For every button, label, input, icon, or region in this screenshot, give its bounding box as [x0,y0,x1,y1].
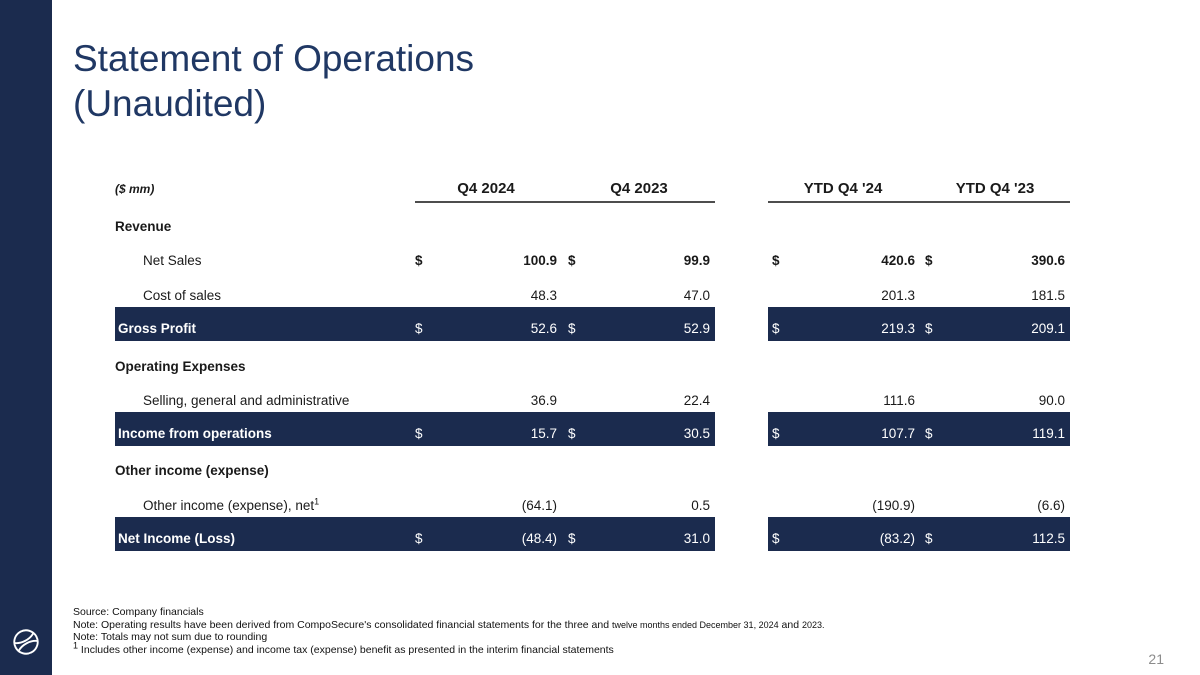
footnote-text-segment: twelve months ended December 31, 2024 [611,619,779,630]
table-row: Net Income (Loss) $ (48.4) $31.0 $ (83.2) $112… [115,517,1070,551]
dollar-sign: $ [415,253,423,268]
cell-value: 219.3 [881,321,915,336]
table-row: Income from operations $15.7 $30.5 $107.7 $1… [115,412,1070,446]
footnote-source: Source: Company financials [73,606,204,618]
footnotes: Source: Company financials Note: Operati… [73,606,824,656]
row-label: Net Income (Loss) [118,531,236,546]
row-label: Other income (expense) [115,463,269,478]
dollar-sign: $ [772,321,780,336]
footnote-rounding: Note: Totals may not sum due to rounding [73,631,268,644]
page-number: 21 [1148,651,1164,667]
footnote-other-income: 1 Includes other income (expense) and in… [73,640,614,656]
table-row: Operating Expenses [115,358,1070,376]
subtotal-highlight-band [115,307,715,341]
dollar-sign: $ [772,253,780,268]
column-header: Q4 2023 [610,180,668,197]
row-label: Selling, general and administrative [143,393,350,408]
cell-value: 420.6 [881,253,915,268]
row-label: Cost of sales [143,288,222,303]
page-title: Statement of Operations (Unaudited) [73,38,475,124]
table-row: Other income (expense), net1 (64.1) 0.5 (19… [115,497,1070,515]
cell-value: (64.1) [521,498,557,513]
composecure-swirl-logo-icon [11,627,41,657]
header-underline-q4-group [415,201,715,203]
table-row: Cost of sales 48.3 47.0 201.3 181.5 [115,287,1070,305]
row-label: Operating Expenses [115,359,246,374]
cell-value: 181.5 [1031,288,1065,303]
cell-value: 111.6 [883,393,915,408]
dollar-sign: $ [772,531,780,546]
footnote-marker: 1 [314,496,320,507]
row-label: Gross Profit [118,321,197,336]
cell-value: (48.4) [521,531,557,546]
subtotal-highlight-band [768,517,1070,551]
subtotal-highlight-band [115,517,715,551]
dollar-sign: $ [568,253,576,268]
dollar-sign: $ [925,426,933,441]
dollar-sign: $ [415,531,423,546]
cell-value: 390.6 [1031,253,1065,268]
cell-value: (190.9) [872,498,915,513]
footnote-text-segment: 2023. [801,619,825,630]
cell-value: (83.2) [879,531,915,546]
footnote-text-segment: Note: Operating results have been derive… [73,618,612,631]
row-label: Income from operations [118,426,272,441]
cell-value: 90.0 [1038,393,1065,408]
dollar-sign: $ [568,321,576,336]
dollar-sign: $ [568,531,576,546]
dollar-sign: $ [925,321,933,336]
cell-value: 0.5 [691,498,710,513]
cell-value: 30.5 [683,426,710,441]
dollar-sign: $ [568,426,576,441]
dollar-sign: $ [925,531,933,546]
cell-value: (6.6) [1037,498,1065,513]
table-row: Gross Profit $52.6 $52.9 $219.3 $209.1 [115,307,1070,341]
cell-value: 107.7 [881,426,915,441]
cell-value: 52.9 [683,321,710,336]
cell-value: 201.3 [881,288,915,303]
footnote-text-segment: and [778,618,802,631]
subtotal-highlight-band [768,412,1070,446]
cell-value: 99.9 [683,253,710,268]
column-header: Q4 2024 [457,180,515,197]
cell-value: 52.6 [530,321,557,336]
table-row: Net Sales $100.9 $99.9 $420.6 $390.6 [115,252,1070,270]
dollar-sign: $ [925,253,933,268]
statement-of-operations-table: ($ mm) Q4 2024 Q4 2023 YTD Q4 '24 YTD Q4 '2… [115,178,1070,563]
subtotal-highlight-band [768,307,1070,341]
cell-value: 100.9 [523,253,557,268]
unit-label: ($ mm) [115,182,155,196]
cell-value: 22.4 [683,393,710,408]
cell-value: 48.3 [530,288,557,303]
header-underline-ytd-group [768,201,1070,203]
table-row: Selling, general and administrative 36.9 2… [115,392,1070,410]
table-row: Revenue [115,218,1070,236]
cell-value: 47.0 [683,288,710,303]
subtotal-highlight-band [115,412,715,446]
dollar-sign: $ [415,321,423,336]
row-label: Revenue [115,219,172,234]
column-header: YTD Q4 '23 [955,180,1035,197]
cell-value: 31.0 [683,531,710,546]
cell-value: 15.7 [530,426,557,441]
footnote-derived: Note: Operating results have been derive… [73,619,824,632]
row-label: Other income (expense), net1 [143,496,320,513]
dollar-sign: $ [415,426,423,441]
cell-value: 36.9 [530,393,557,408]
cell-value: 209.1 [1031,321,1065,336]
row-label: Net Sales [143,253,202,268]
column-header: YTD Q4 '24 [803,180,883,197]
cell-value: 119.1 [1032,426,1065,441]
dollar-sign: $ [772,426,780,441]
cell-value: 112.5 [1032,531,1065,546]
left-accent-bar [0,0,52,675]
table-row: Other income (expense) [115,462,1070,480]
